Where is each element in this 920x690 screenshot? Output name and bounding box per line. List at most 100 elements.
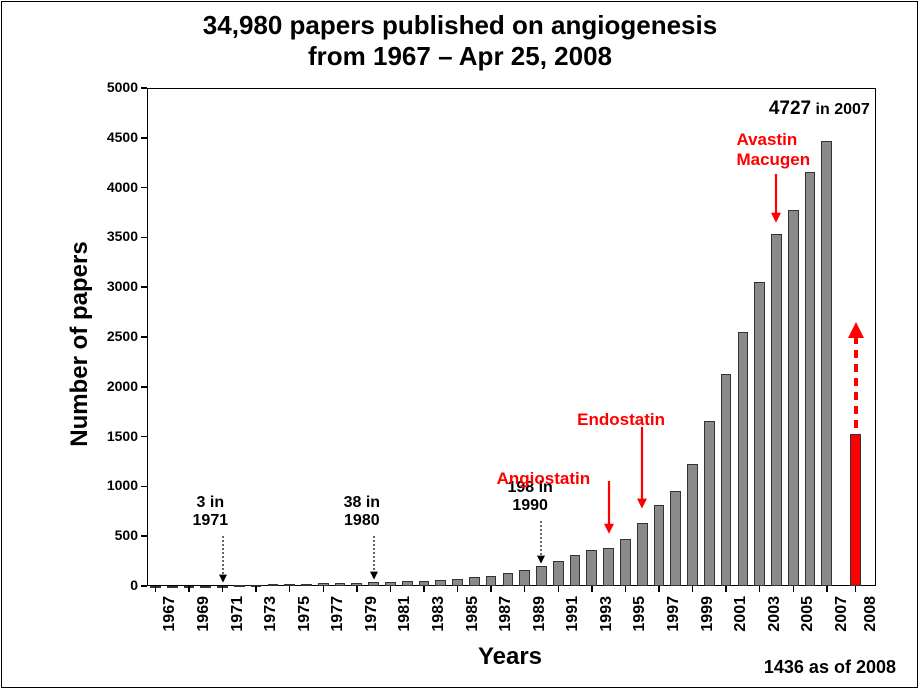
bar-2007	[821, 141, 832, 586]
bar-2005	[788, 210, 799, 586]
x-tick	[625, 586, 627, 592]
x-tick	[289, 586, 291, 592]
x-tick	[793, 586, 795, 592]
y-tick	[141, 286, 147, 288]
y-tick	[141, 137, 147, 139]
x-tick-label: 2001	[732, 596, 750, 642]
bar-1970	[200, 586, 211, 588]
dotted-arrow	[367, 536, 381, 582]
bar-1993	[586, 550, 597, 586]
x-tick-label: 1975	[296, 596, 314, 642]
x-axis-label: Years	[430, 643, 590, 671]
x-tick	[759, 586, 761, 592]
bar-1972	[234, 585, 245, 587]
bar-1991	[553, 561, 564, 586]
x-tick-label: 2005	[799, 596, 817, 642]
y-tick-label: 0	[92, 577, 138, 593]
x-tick-label: 1967	[161, 596, 179, 642]
bar-1998	[670, 491, 681, 586]
y-tick-label: 3000	[92, 278, 138, 294]
y-tick	[141, 535, 147, 537]
y-tick	[141, 486, 147, 488]
x-tick-label: 1983	[430, 596, 448, 642]
x-tick-label: 1995	[631, 596, 649, 642]
dotted-arrow	[534, 521, 548, 566]
x-tick-label: 1989	[531, 596, 549, 642]
y-tick-label: 2000	[92, 378, 138, 394]
x-tick	[155, 586, 157, 592]
x-tick-label: 1979	[363, 596, 381, 642]
y-tick	[141, 336, 147, 338]
x-tick	[490, 586, 492, 592]
bar-1985	[452, 579, 463, 586]
y-tick	[141, 585, 147, 587]
bar-1982	[402, 581, 413, 586]
y-tick-label: 500	[92, 527, 138, 543]
x-tick	[658, 586, 660, 592]
x-tick-label: 2003	[766, 596, 784, 642]
y-tick-label: 3500	[92, 228, 138, 244]
annotation-angiostatin: Angiostatin	[497, 469, 591, 489]
bar-1986	[469, 577, 480, 586]
bar-2003	[754, 282, 765, 586]
x-tick-label: 1977	[329, 596, 347, 642]
bar-1974	[268, 584, 279, 586]
y-tick	[141, 187, 147, 189]
bar-1988	[503, 573, 514, 586]
x-tick-label: 1981	[396, 596, 414, 642]
bar-2008	[850, 434, 861, 586]
x-tick-label: 1971	[229, 596, 247, 642]
y-tick-label: 2500	[92, 328, 138, 344]
x-tick	[356, 586, 358, 592]
x-tick-label: 1993	[598, 596, 616, 642]
x-tick	[524, 586, 526, 592]
y-tick	[141, 87, 147, 89]
y-tick-label: 5000	[92, 79, 138, 95]
x-tick-label: 2008	[862, 596, 880, 642]
annotation-avastin-macugen: AvastinMacugen	[736, 130, 810, 170]
chart-title: 34,980 papers published on angiogenesis …	[0, 10, 920, 72]
red-arrow	[768, 174, 784, 225]
y-tick-label: 1500	[92, 428, 138, 444]
y-tick-label: 1000	[92, 477, 138, 493]
y-tick-label: 4500	[92, 129, 138, 145]
annotation-1971: 3 in1971	[193, 494, 229, 530]
x-tick	[457, 586, 459, 592]
red-arrow	[601, 481, 617, 536]
bar-1989	[519, 570, 530, 586]
x-tick	[390, 586, 392, 592]
y-axis-label: Number of papers	[66, 224, 94, 464]
bar-2006	[805, 172, 816, 586]
x-tick-label: 1973	[262, 596, 280, 642]
y-tick	[141, 237, 147, 239]
annotation-peak: 4727 in 2007	[769, 98, 870, 120]
annotation-1980: 38 in1980	[344, 494, 380, 530]
x-tick	[255, 586, 257, 592]
x-tick-label: 1969	[195, 596, 213, 642]
x-tick	[188, 586, 190, 592]
bar-2000	[704, 421, 715, 586]
x-tick-label: 1991	[564, 596, 582, 642]
x-tick	[323, 586, 325, 592]
annotation-endostatin: Endostatin	[577, 410, 665, 430]
bar-1987	[486, 576, 497, 586]
x-tick-label: 1997	[665, 596, 683, 642]
bar-1978	[335, 583, 346, 586]
x-tick	[591, 586, 593, 592]
x-tick	[855, 586, 857, 592]
bar-1984	[435, 580, 446, 586]
y-tick-label: 4000	[92, 179, 138, 195]
bar-1992	[570, 555, 581, 586]
bar-1996	[637, 523, 648, 586]
y-tick	[141, 386, 147, 388]
bar-2004	[771, 234, 782, 586]
title-line1: 34,980 papers published on angiogenesis	[203, 10, 717, 40]
y-tick	[141, 436, 147, 438]
bar-1976	[301, 584, 312, 586]
bar-1994	[603, 548, 614, 586]
bar-1999	[687, 464, 698, 586]
title-line2: from 1967 – Apr 25, 2008	[308, 41, 612, 71]
bar-1997	[654, 505, 665, 586]
dotted-arrow	[216, 536, 230, 585]
x-tick-label: 2007	[833, 596, 851, 642]
